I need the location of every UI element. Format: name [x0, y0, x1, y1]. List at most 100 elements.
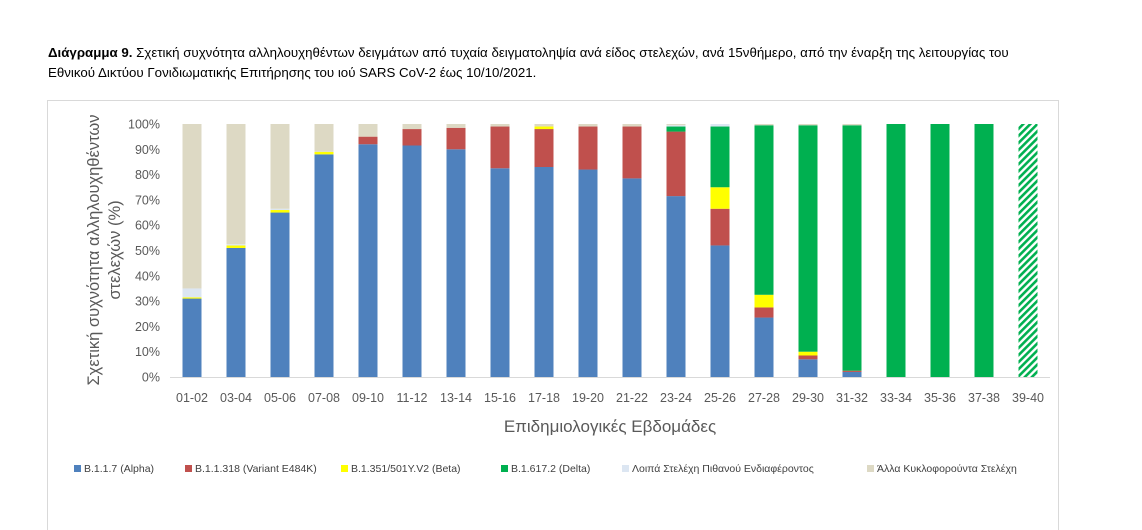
bar-segment: [622, 178, 642, 377]
bar-segment: [930, 124, 950, 377]
bar-segment: [534, 124, 554, 127]
bar-segment: [798, 125, 818, 352]
figure-caption-text: Σχετική συχνότητα αλληλουχηθέντων δειγμά…: [48, 45, 1009, 80]
bar-segment: [710, 208, 730, 246]
x-tick-label: 37-38: [968, 391, 1000, 405]
chart-frame: [47, 100, 1059, 530]
bar-segment: [270, 210, 290, 213]
bar-segment: [842, 124, 862, 126]
x-tick-label: 39-40: [1012, 391, 1044, 405]
legend-label: Άλλα Κυκλοφορούντα Στελέχη: [877, 463, 1017, 475]
bar-segment: [226, 247, 246, 377]
bar-segment: [182, 297, 202, 299]
legend-swatch: [622, 465, 629, 472]
figure-label: Διάγραμμα 9.: [48, 45, 133, 60]
bar-segment: [490, 126, 510, 169]
bar-segment: [754, 307, 774, 318]
bar-segment: [402, 145, 422, 377]
bar-segment: [798, 124, 818, 126]
bar-segment: [270, 208, 290, 211]
bar-segment: [314, 151, 334, 155]
bar-segment: [666, 196, 686, 377]
bar-segment: [182, 124, 202, 289]
bar-segment: [710, 245, 730, 377]
stacked-bar-chart: 0% 10% 20% 30% 40% 50% 60% 70% 80% 90% 100% 01-02 0…: [74, 114, 1050, 475]
y-tick-label: 70%: [135, 193, 160, 207]
bar-segment: [1018, 124, 1038, 377]
x-tick-label: 31-32: [836, 391, 868, 405]
x-tick-label: 11-12: [396, 391, 427, 405]
bar-segment: [182, 288, 202, 298]
x-tick-label: 35-36: [924, 391, 956, 405]
x-tick-label: 01-02: [176, 391, 208, 405]
bar-segment: [402, 129, 422, 146]
x-tick-label: 17-18: [528, 391, 560, 405]
y-tick-label: 80%: [135, 168, 160, 182]
bar-segment: [358, 144, 378, 377]
bar-segment: [490, 168, 510, 377]
y-axis-label-line: Σχετική συχνότητα αλληλουχηθέντων: [85, 114, 103, 385]
bar-segment: [886, 124, 906, 377]
y-tick-label: 0%: [142, 371, 160, 385]
bar-segment: [446, 124, 466, 128]
legend-swatch: [74, 465, 81, 472]
bar-segment: [358, 124, 378, 137]
bar-segment: [534, 167, 554, 377]
x-tick-label: 07-08: [308, 391, 340, 405]
x-tick-label: 33-34: [880, 391, 912, 405]
bar-segment: [754, 317, 774, 377]
y-tick-label: 40%: [135, 269, 160, 283]
bar-segment: [490, 124, 510, 127]
x-tick-label: 13-14: [440, 391, 472, 405]
bar-segment: [314, 154, 334, 377]
x-tick-label: 21-22: [616, 391, 648, 405]
bar-segment: [534, 126, 554, 130]
x-tick-label: 19-20: [572, 391, 604, 405]
legend-swatch: [341, 465, 348, 472]
legend-label: B.1.1.318 (Variant E484K): [195, 463, 317, 475]
figure-caption: Διάγραμμα 9. Σχετική συχνότητα αλληλουχη…: [48, 43, 1048, 83]
bar-segment: [666, 125, 686, 127]
bar-segment: [798, 359, 818, 377]
bar-segment: [798, 351, 818, 356]
bar-segment: [842, 370, 862, 372]
y-tick-label: 60%: [135, 219, 160, 233]
bar-segment: [270, 212, 290, 377]
bar-segment: [710, 187, 730, 209]
bar-segment: [358, 136, 378, 145]
bar-segment: [710, 126, 730, 188]
legend-swatch: [501, 465, 508, 472]
bar-segment: [578, 124, 598, 127]
bar-segment: [666, 126, 686, 132]
bar-segment: [622, 124, 642, 127]
y-axis-label-line: στελεχών (%): [106, 200, 124, 299]
y-tick-label: 90%: [135, 143, 160, 157]
bar-segment: [974, 124, 994, 377]
y-tick-label: 20%: [135, 320, 160, 334]
bar-segment: [534, 129, 554, 168]
x-tick-label: 23-24: [660, 391, 692, 405]
bar-segment: [842, 125, 862, 371]
legend-label: B.1.1.7 (Alpha): [84, 463, 154, 475]
legend-swatch: [185, 465, 192, 472]
bar-segment: [754, 124, 774, 126]
x-axis-label: Επιδημιολογικές Εβδομάδες: [504, 417, 716, 436]
bar-segment: [754, 294, 774, 308]
bar-segment: [446, 127, 466, 150]
bar-segment: [666, 131, 686, 197]
bar-segment: [578, 169, 598, 377]
y-tick-label: 10%: [135, 345, 160, 359]
bar-segment: [226, 244, 246, 246]
y-axis-label: Σχετική συχνότητα αλληλουχηθέντων στελεχώ…: [85, 114, 124, 385]
legend-label: B.1.351/501Y.V2 (Beta): [351, 463, 461, 475]
bar-segment: [666, 124, 686, 126]
x-tick-label: 05-06: [264, 391, 296, 405]
y-tick-label: 30%: [135, 295, 160, 309]
legend-swatch: [867, 465, 874, 472]
x-tick-label: 27-28: [748, 391, 780, 405]
x-tick-label: 09-10: [352, 391, 384, 405]
x-tick-label: 03-04: [220, 391, 252, 405]
bar-segment: [270, 124, 290, 209]
y-tick-label: 50%: [135, 244, 160, 258]
y-tick-label: 100%: [128, 118, 160, 132]
